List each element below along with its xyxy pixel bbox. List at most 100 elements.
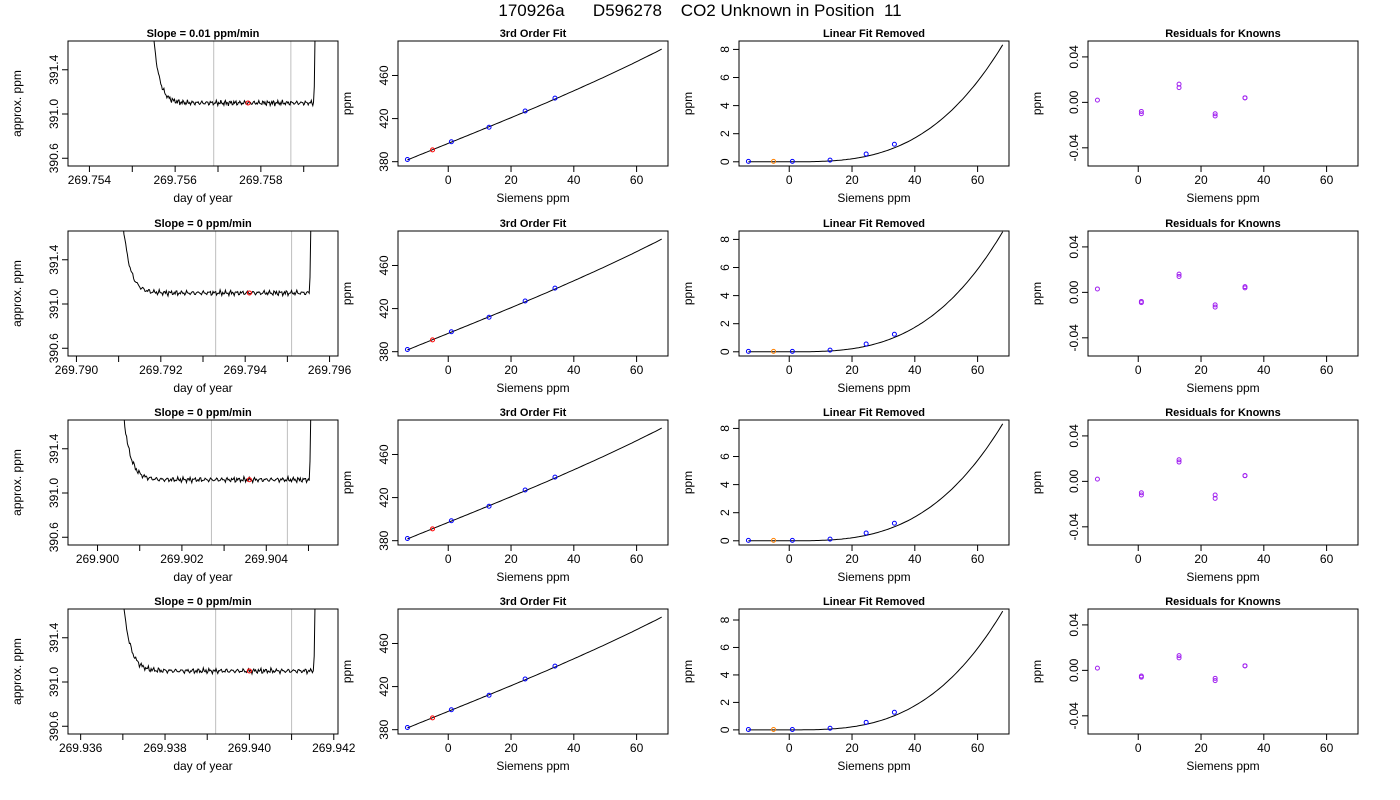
known-point xyxy=(486,124,492,130)
x-axis-label: Siemens ppm xyxy=(496,191,569,205)
residual-point xyxy=(1094,97,1100,103)
y-tick-label: 0 xyxy=(718,348,732,355)
y-tick-label: 8 xyxy=(718,616,732,623)
known-point xyxy=(863,341,869,347)
y-axis-label: ppm xyxy=(1030,471,1044,494)
y-tick-label: 420 xyxy=(377,487,391,507)
x-tick-label: 0 xyxy=(445,552,452,566)
known-point xyxy=(827,536,833,542)
x-tick-label: 40 xyxy=(567,363,581,377)
y-tick-label: 4 xyxy=(718,671,732,678)
trace-line xyxy=(123,231,312,298)
x-tick-label: 40 xyxy=(1257,363,1271,377)
residual-point xyxy=(1176,81,1182,87)
known-point xyxy=(827,157,833,163)
residual-point xyxy=(1176,653,1182,659)
x-axis-label: day of year xyxy=(173,570,232,584)
x-tick-label: 40 xyxy=(1257,173,1271,187)
x-tick-label: 40 xyxy=(1257,552,1271,566)
known-point xyxy=(522,487,528,493)
known-point xyxy=(552,285,558,291)
panel-title: 3rd Order Fit xyxy=(500,218,567,230)
x-tick-label: 40 xyxy=(567,741,581,755)
plot-frame xyxy=(67,230,339,357)
y-tick-label: 8 xyxy=(718,425,732,432)
x-tick-label: 40 xyxy=(908,173,922,187)
known-point xyxy=(448,707,454,713)
residual-point xyxy=(1094,286,1100,292)
y-tick-label: 6 xyxy=(718,74,732,81)
y-tick-label: 0.04 xyxy=(1067,235,1081,259)
plot-area xyxy=(404,616,662,731)
unknown-point xyxy=(430,147,436,153)
panel-9: Slope = 0 ppm/min 269.900 269.902 269.904 39… xyxy=(10,407,339,584)
panel-6: 3rd Order Fit 0 20 40 60 380 420 460 Siemens ppm… xyxy=(340,218,669,395)
x-tick-label: 60 xyxy=(971,173,985,187)
known-point xyxy=(404,536,410,542)
plot-area xyxy=(123,231,312,356)
y-tick-label: 460 xyxy=(377,633,391,653)
x-tick-label: 0 xyxy=(786,173,793,187)
plot-area xyxy=(123,420,312,545)
plot-area xyxy=(1094,81,1248,119)
y-tick-label: 8 xyxy=(718,46,732,53)
fit-curve xyxy=(407,427,662,540)
known-point xyxy=(789,158,795,164)
x-tick-label: 0 xyxy=(445,173,452,187)
residual-point xyxy=(1176,459,1182,465)
unknown-point xyxy=(771,726,777,732)
y-tick-label: 390.6 xyxy=(47,333,61,363)
x-tick-label: 20 xyxy=(845,741,859,755)
y-axis-label: ppm xyxy=(340,92,354,115)
plot-frame xyxy=(397,608,669,735)
x-tick-label: 20 xyxy=(504,363,518,377)
panel-2: 3rd Order Fit 0 20 40 60 380 420 460 Siemens ppm… xyxy=(340,28,669,205)
known-point xyxy=(745,158,751,164)
y-tick-label: 0.04 xyxy=(1067,424,1081,448)
residual-point xyxy=(1242,473,1248,479)
known-point xyxy=(404,725,410,731)
plot-frame xyxy=(67,608,339,735)
y-tick-label: 460 xyxy=(377,444,391,464)
y-tick-label: 390.6 xyxy=(47,522,61,552)
residual-point xyxy=(1212,111,1218,117)
figure-title: 170926a D596278 CO2 Unknown in Position … xyxy=(498,1,902,20)
y-tick-label: 0.00 xyxy=(1067,280,1081,304)
x-tick-label: 20 xyxy=(504,741,518,755)
y-axis-label: approx. ppm xyxy=(10,70,24,137)
y-tick-label: 6 xyxy=(718,264,732,271)
x-axis-label: Siemens ppm xyxy=(1186,570,1259,584)
plot-area xyxy=(745,231,1004,354)
plot-area xyxy=(745,423,1004,543)
x-tick-label: 269.790 xyxy=(55,363,99,377)
known-point xyxy=(404,347,410,353)
known-point xyxy=(863,719,869,725)
x-tick-label: 0 xyxy=(445,363,452,377)
x-tick-label: 0 xyxy=(1135,173,1142,187)
y-axis-label: ppm xyxy=(340,660,354,683)
panel-title: Residuals for Knowns xyxy=(1165,596,1281,608)
plot-frame xyxy=(397,230,669,357)
y-axis-label: ppm xyxy=(681,282,695,305)
plot-area xyxy=(1094,271,1248,310)
x-tick-label: 20 xyxy=(845,363,859,377)
y-tick-label: 391.0 xyxy=(47,478,61,508)
known-point xyxy=(448,139,454,145)
x-tick-label: 60 xyxy=(1320,552,1334,566)
residual-point xyxy=(1138,490,1144,496)
x-tick-label: 269.940 xyxy=(228,741,272,755)
known-point xyxy=(522,108,528,114)
plot-area xyxy=(123,609,316,734)
fit-curve xyxy=(748,423,1004,542)
plot-frame xyxy=(738,230,1010,357)
known-point xyxy=(486,314,492,320)
unknown-point xyxy=(246,668,252,674)
residual-point xyxy=(1138,111,1144,117)
known-point xyxy=(522,676,528,682)
x-axis-label: day of year xyxy=(173,759,232,773)
residual-point xyxy=(1176,271,1182,277)
x-tick-label: 269.756 xyxy=(153,173,197,187)
x-tick-label: 20 xyxy=(1194,552,1208,566)
y-tick-label: 0 xyxy=(718,726,732,733)
plot-frame xyxy=(738,419,1010,546)
